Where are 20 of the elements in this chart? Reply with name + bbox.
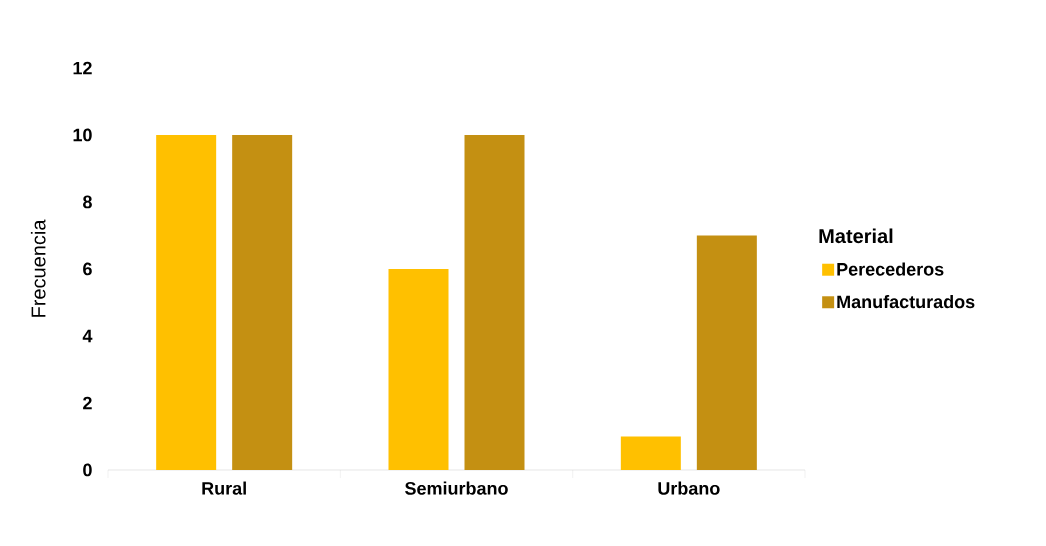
bar (232, 135, 293, 470)
legend-label: Manufacturados (837, 294, 975, 309)
y-tick-label: 6 (83, 262, 92, 276)
legend-title: Material (819, 228, 893, 244)
y-axis-title: Frecuencia (30, 219, 46, 317)
bar (156, 135, 217, 470)
x-tick-label: Semiurbano (405, 481, 508, 495)
bar (696, 235, 757, 470)
y-tick-label: 10 (73, 128, 92, 142)
y-tick-label: 0 (83, 463, 92, 477)
y-tick-label: 2 (83, 396, 92, 410)
bar (464, 135, 525, 470)
y-tick-label: 12 (73, 61, 92, 75)
y-tick-label: 8 (83, 195, 92, 209)
x-tick-label: Urbano (658, 481, 720, 495)
bar (620, 436, 681, 470)
x-tick-label: Rural (202, 481, 246, 495)
bar (388, 269, 449, 470)
y-tick-label: 4 (82, 329, 93, 343)
legend-label: Perecederos (837, 262, 944, 276)
